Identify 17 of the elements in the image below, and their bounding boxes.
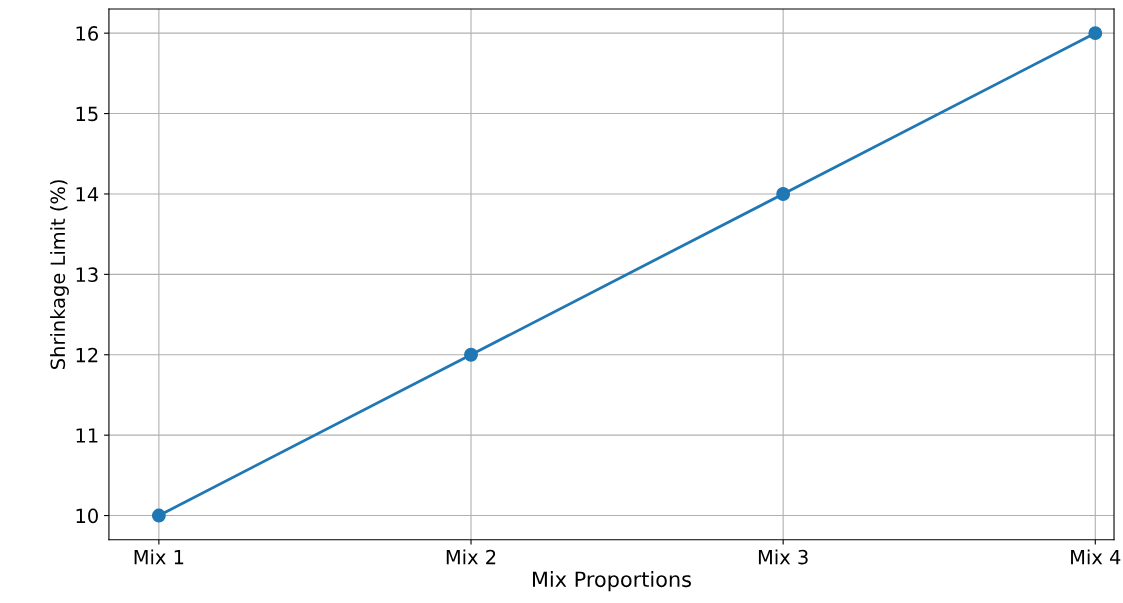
y-tick-label: 15 [76, 106, 98, 122]
x-axis-title: Mix Proportions [532, 571, 691, 592]
y-tick-label: 14 [76, 187, 99, 202]
y-tick-label: 16 [76, 26, 98, 41]
point [1088, 26, 1103, 41]
x-tick-label: Mix 3 [758, 549, 808, 565]
x-tick-label: Mix 2 [446, 549, 496, 565]
y-tick-label: 10 [76, 508, 98, 524]
x-tick-label: Mix 1 [134, 549, 184, 565]
y-tick-label: 12 [76, 347, 98, 363]
y-axis-title: Shrinkage Limit (%) [50, 180, 69, 369]
y-tick-label: 13 [76, 267, 98, 283]
x-tick-label: Mix 4 [1071, 549, 1121, 565]
y-tick-label: 11 [76, 428, 98, 443]
point [464, 347, 478, 362]
point [776, 187, 791, 201]
point [151, 508, 166, 523]
